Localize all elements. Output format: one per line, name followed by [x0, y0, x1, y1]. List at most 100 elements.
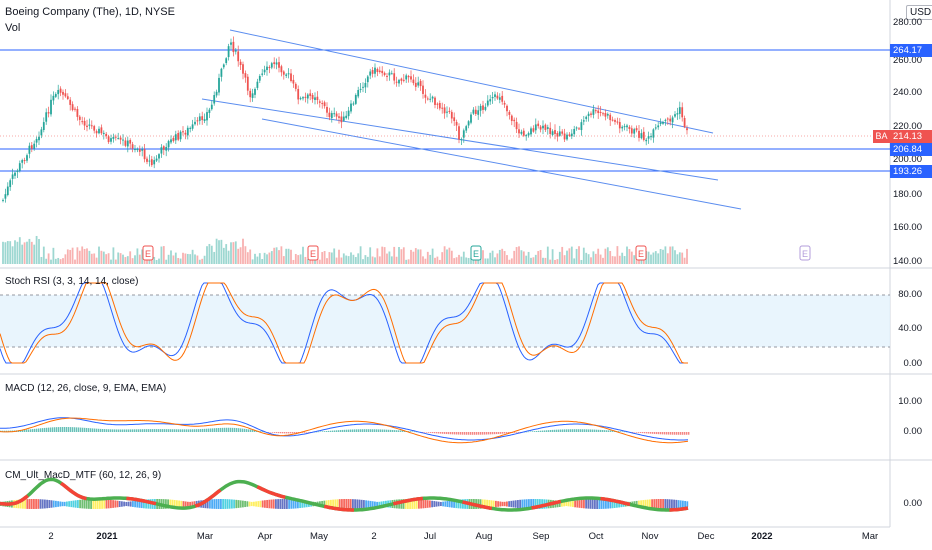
candle-body [422, 85, 424, 94]
cm-histogram-bar [499, 501, 502, 507]
volume-bar [234, 241, 237, 264]
macd-histogram-bar [448, 432, 450, 435]
candle-body [321, 103, 324, 105]
cm-histogram-bar [655, 499, 658, 509]
macd-histogram-bar [486, 432, 488, 435]
macd-histogram-bar [580, 429, 582, 432]
candle-body [503, 102, 506, 105]
cm-histogram-bar [114, 500, 117, 508]
candle-body [635, 128, 638, 131]
macd-histogram-bar [550, 430, 552, 432]
macd-histogram-bar [46, 427, 48, 432]
macd-histogram-bar [222, 427, 224, 432]
macd-histogram-bar [398, 430, 400, 432]
candle-body [525, 135, 528, 137]
volume-bar [11, 246, 14, 264]
candle-body [206, 112, 208, 121]
macd-histogram-bar [100, 428, 102, 432]
candles[interactable] [2, 36, 688, 203]
macd-histogram-bar [160, 429, 162, 432]
cm-histogram-bar [99, 499, 101, 509]
volume-label[interactable]: Vol [5, 22, 21, 34]
cm-histogram-bar [512, 500, 515, 508]
macd-histogram-bar [652, 432, 654, 434]
macd-histogram-bar [50, 427, 52, 432]
volume-bar [522, 251, 525, 264]
macd-histogram-bar [272, 432, 274, 433]
macd-histogram-bar [282, 432, 284, 434]
channel-lower-line[interactable] [261, 118, 742, 210]
volume-bar [100, 250, 103, 264]
candle-body [28, 145, 31, 154]
volume-bar [83, 248, 86, 264]
macd-histogram-bar [376, 429, 378, 432]
cm-histogram-bar [239, 500, 242, 508]
volume-bar [419, 249, 422, 264]
cm-histogram-bar [30, 499, 33, 509]
candle-body [155, 158, 158, 161]
stoch-title[interactable]: Stoch RSI (3, 3, 14, 14, close) [5, 276, 139, 287]
volume-bar [510, 258, 513, 264]
macd-histogram-bar [488, 432, 490, 435]
candle-body [465, 126, 468, 131]
macd-histogram-bar [658, 432, 660, 435]
volume-bar [347, 256, 350, 264]
macd-histogram-bar [606, 430, 608, 432]
candle-body [383, 72, 386, 75]
channel-upper-line[interactable] [229, 29, 714, 134]
currency-badge[interactable]: USD [906, 5, 932, 20]
candle-body [93, 126, 96, 131]
macd-histogram-bar [410, 431, 412, 432]
candle-body [287, 73, 290, 75]
cm-histogram-bar [360, 499, 363, 509]
macd-histogram-bar [422, 432, 424, 433]
cm-macd-title[interactable]: CM_Ult_MacD_MTF (60, 12, 26, 9) [5, 470, 162, 481]
volume-bar [676, 254, 679, 264]
candle-body [414, 82, 417, 87]
channel-middle-line[interactable] [201, 98, 719, 181]
macd-histogram-bar [656, 432, 658, 435]
candle-body [153, 160, 156, 165]
macd-histogram-bar [632, 432, 634, 433]
cm-histogram-bar [283, 499, 286, 509]
macd-histogram-bar [490, 432, 492, 435]
volume-bar [381, 246, 384, 264]
macd-histogram-bar [622, 431, 624, 432]
macd-histogram-bar [408, 431, 410, 432]
macd-histogram-bar [662, 432, 664, 435]
volume-bar [9, 241, 12, 264]
volume-bar [434, 257, 436, 264]
macd-histogram-bar [576, 429, 578, 432]
volume-bar [170, 250, 172, 264]
cm-macd-plot [0, 477, 689, 512]
macd-histogram-bar [396, 430, 398, 432]
time-label: Jul [423, 531, 437, 542]
cm-histogram-bar [662, 499, 664, 509]
volume-bar [402, 247, 405, 264]
macd-histogram-bar [278, 432, 280, 434]
candle-body [429, 98, 432, 100]
candle-body [578, 128, 580, 130]
macd-histogram-bar [350, 429, 352, 432]
candle-body [129, 140, 132, 144]
cm-histogram-bar [261, 500, 264, 508]
cm-histogram-bar [668, 499, 671, 509]
macd-histogram-bar [36, 428, 38, 432]
cm-histogram-bar [37, 499, 40, 509]
macd-histogram-bar [58, 427, 60, 432]
macd-title[interactable]: MACD (12, 26, close, 9, EMA, EMA) [5, 383, 167, 394]
symbol-title[interactable]: Boeing Company (The), 1D, NYSE [5, 6, 175, 18]
volume-bar [167, 254, 170, 264]
macd-histogram-bar [498, 432, 500, 434]
cm-histogram-bar [486, 499, 488, 509]
volume-bar [225, 244, 228, 264]
cm-histogram-bar [255, 501, 257, 507]
macd-histogram-bar [380, 429, 382, 432]
cm-histogram-bar [534, 499, 537, 509]
cm-histogram-bar [257, 501, 260, 507]
macd-histogram-bar [610, 430, 612, 432]
candle-body [177, 133, 180, 140]
candle-body [434, 97, 436, 105]
